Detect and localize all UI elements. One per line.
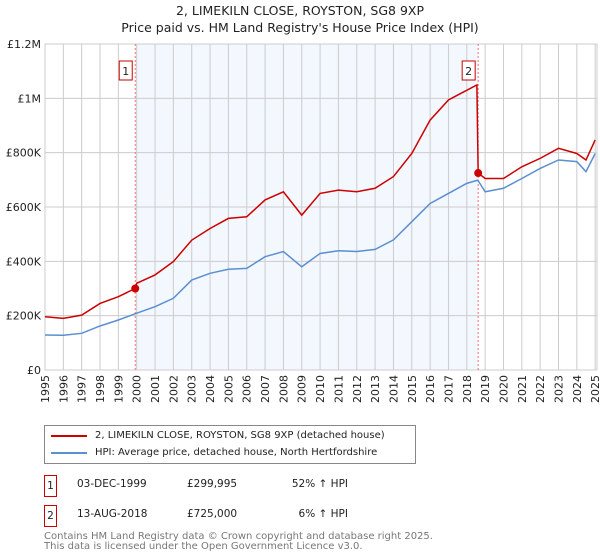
plot-border	[44, 43, 598, 371]
chart-plot: 1995 1996 1997 1998 1999 2000 2001 2002 2003 2004…	[6, 38, 600, 403]
x-tick-label: 2021	[516, 375, 529, 403]
transaction-price: £299,995	[187, 478, 238, 490]
x-tick-label: 2000	[131, 375, 144, 403]
x-tick-label: 2024	[571, 375, 584, 403]
transaction-row: 1 03-DEC-1999 £299,995 52% ↑ HPI	[44, 475, 444, 497]
y-tick-label: £1.2M	[7, 38, 41, 51]
transaction-badge: 2	[44, 505, 57, 527]
x-tick-label: 2014	[387, 375, 400, 403]
x-tick-label: 2006	[241, 375, 254, 403]
footer-licence: This data is licensed under the Open Gov…	[44, 541, 363, 552]
x-tick-label: 1998	[94, 375, 107, 403]
transaction-hpi: 6% ↑ HPI	[298, 508, 348, 520]
legend-label-property: 2, LIMEKILN CLOSE, ROYSTON, SG8 9XP (det…	[95, 430, 385, 441]
x-tick-label: 2008	[277, 375, 290, 403]
y-tick-label: £600K	[6, 201, 42, 214]
y-tick-label: £400K	[6, 255, 42, 268]
x-tick-label: 2019	[479, 375, 492, 403]
legend-blue-line	[51, 451, 87, 454]
x-tick-label: 2003	[186, 375, 199, 403]
footer-copyright: Contains HM Land Registry data © Crown c…	[44, 531, 433, 542]
x-tick-label: 2025	[589, 375, 600, 403]
x-tick-label: 2013	[369, 375, 382, 403]
x-tick-label: 1995	[39, 375, 52, 403]
x-tick-label: 2010	[314, 375, 327, 403]
x-tick-label: 2011	[332, 375, 345, 403]
x-tick-label: 2020	[497, 375, 510, 403]
x-tick-label: 2017	[442, 375, 455, 403]
x-tick-label: 2018	[461, 375, 474, 403]
y-tick-label: £0	[27, 364, 41, 377]
transaction-date: 13-AUG-2018	[77, 508, 148, 520]
marker-label-box	[461, 60, 476, 81]
x-tick-label: 1999	[112, 375, 125, 403]
x-tick-label: 1997	[76, 375, 89, 403]
sale-point	[131, 284, 140, 293]
x-tick-label: 2015	[406, 375, 419, 403]
y-tick-label: £800K	[6, 147, 42, 160]
transaction-price: £725,000	[187, 508, 238, 520]
x-tick-label: 2004	[204, 375, 217, 403]
x-tick-label: 2012	[351, 375, 364, 403]
transaction-badge: 1	[44, 475, 57, 497]
x-tick-label: 2005	[222, 375, 235, 403]
x-tick-label: 2009	[296, 375, 309, 403]
x-tick-label: 2001	[149, 375, 162, 403]
marker-label: 1	[122, 65, 129, 78]
x-tick-label: 2022	[534, 375, 547, 403]
transaction-date: 03-DEC-1999	[77, 478, 147, 490]
marker-label: 2	[465, 65, 472, 78]
x-tick-label: 2016	[424, 375, 437, 403]
x-tick-label: 1996	[57, 375, 70, 403]
chart-title: 2, LIMEKILN CLOSE, ROYSTON, SG8 9XP	[175, 3, 425, 18]
legend: 2, LIMEKILN CLOSE, ROYSTON, SG8 9XP (det…	[44, 425, 416, 464]
series-line	[44, 153, 596, 336]
x-tick-label: 2007	[259, 375, 272, 403]
transaction-hpi: 52% ↑ HPI	[291, 478, 348, 490]
y-tick-label: £200K	[6, 310, 42, 323]
y-tick-label: £1M	[18, 92, 42, 105]
sale-point	[474, 169, 483, 178]
x-tick-label: 2002	[167, 375, 180, 403]
legend-label-hpi: HPI: Average price, detached house, Nort…	[95, 447, 378, 458]
marker-label-box	[118, 60, 133, 81]
chart-subtitle: Price paid vs. HM Land Registry's House …	[121, 20, 479, 35]
x-tick-label: 2023	[552, 375, 565, 403]
legend-red-line	[51, 434, 87, 437]
transaction-row: 2 13-AUG-2018 £725,000 6% ↑ HPI	[44, 505, 444, 527]
